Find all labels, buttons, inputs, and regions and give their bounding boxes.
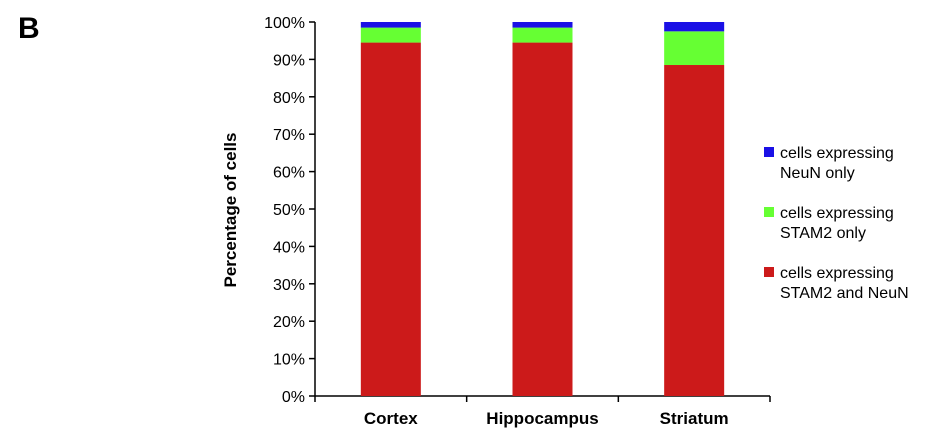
bar-segment (664, 31, 725, 66)
legend-swatch (764, 267, 774, 277)
y-axis-label: Percentage of cells (221, 133, 240, 288)
y-tick-label: 90% (273, 52, 305, 69)
bar-segment (664, 65, 725, 396)
legend-label: cells expressing (780, 145, 894, 162)
bar-segment (664, 22, 725, 32)
legend-label: STAM2 only (780, 225, 866, 242)
y-tick-label: 40% (273, 239, 305, 256)
bar-segment (512, 27, 573, 43)
y-tick-label: 20% (273, 314, 305, 331)
y-tick-label: 60% (273, 165, 305, 182)
legend-label: cells expressing (780, 265, 894, 282)
y-tick-label: 30% (273, 277, 305, 294)
x-tick-label: Hippocampus (486, 409, 598, 428)
y-tick-label: 80% (273, 90, 305, 107)
bar-segment (360, 22, 421, 28)
y-tick-label: 70% (273, 127, 305, 144)
y-tick-label: 50% (273, 202, 305, 219)
bar-segment (360, 27, 421, 43)
x-axis: Cortex Hippocampus Striatum (314, 395, 771, 428)
legend-label: STAM2 and NeuN (780, 285, 909, 302)
y-tick-label: 10% (273, 352, 305, 369)
bar-segment (512, 22, 573, 28)
bars (360, 22, 725, 396)
legend-swatch (764, 147, 774, 157)
x-tick-label: Cortex (364, 409, 418, 428)
legend-swatch (764, 207, 774, 217)
legend-label: cells expressing (780, 205, 894, 222)
legend-label: NeuN only (780, 165, 855, 182)
legend: cells expressing NeuN only cells expressin… (764, 145, 909, 302)
bar-segment (360, 42, 421, 396)
bar-segment (512, 42, 573, 396)
y-tick-label: 0% (282, 389, 305, 406)
panel-label: B (18, 12, 40, 45)
y-axis: 0% 10% 20% 30% 40% 50% 60% 70% 80% 90% 100% (264, 15, 316, 406)
x-tick-label: Striatum (660, 409, 729, 428)
y-tick-label: 100% (264, 15, 305, 32)
